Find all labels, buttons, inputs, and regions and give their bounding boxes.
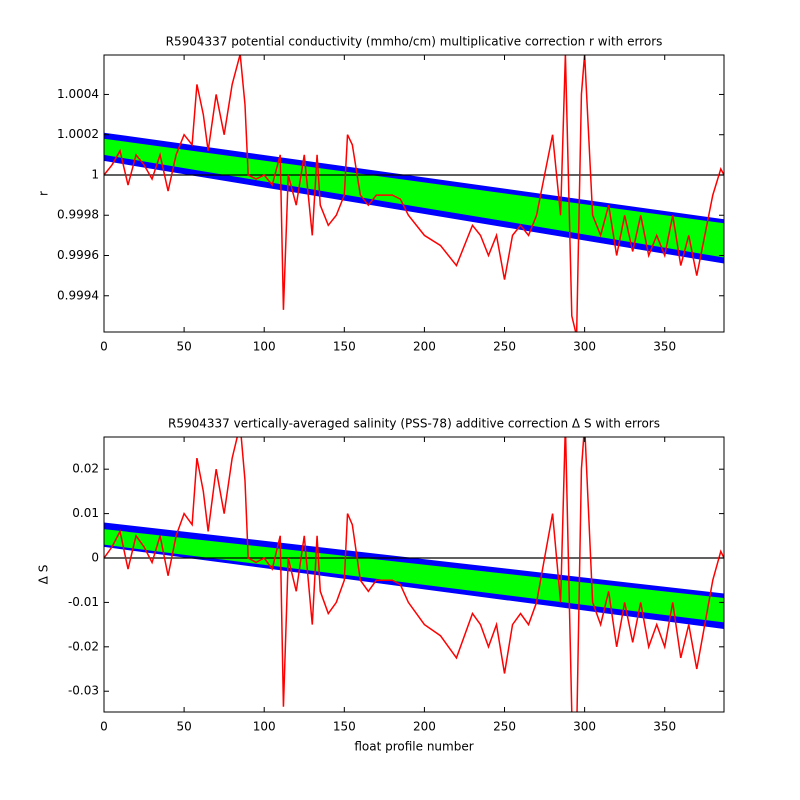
y-tick-label: 0.02 [72,462,99,476]
y-tick-label: -0.01 [68,595,99,609]
y-tick-label: -0.02 [68,639,99,653]
x-axis-label: float profile number [354,740,473,754]
plot-area [104,437,724,712]
x-tick-label: 100 [253,720,276,734]
x-tick-label: 300 [573,340,596,354]
plot-area [104,55,724,332]
x-tick-label: 100 [253,340,276,354]
x-tick-label: 300 [573,720,596,734]
axes-frame [103,54,725,333]
chart-title: R5904337 potential conductivity (mmho/cm… [166,35,663,49]
x-tick-label: 150 [333,720,356,734]
data-line [104,437,724,712]
x-tick-label: 250 [493,720,516,734]
chart-title: R5904337 vertically-averaged salinity (P… [168,417,660,431]
axes-frame [103,436,725,713]
y-tick-label: 1 [91,167,99,181]
x-tick-label: 50 [176,340,191,354]
x-tick-label: 50 [176,720,191,734]
y-tick-label: 0.01 [72,506,99,520]
y-tick-label: 1.0002 [57,127,99,141]
y-tick-label: 0.9996 [57,248,99,262]
y-tick-label: -0.03 [68,684,99,698]
x-tick-label: 250 [493,340,516,354]
y-tick-label: 1.0004 [57,87,99,101]
x-tick-label: 0 [100,720,108,734]
x-tick-label: 150 [333,340,356,354]
x-tick-label: 350 [653,340,676,354]
x-tick-label: 0 [100,340,108,354]
data-line [104,55,724,332]
x-tick-label: 350 [653,720,676,734]
y-tick-label: 0.9994 [57,288,99,302]
y-axis-label: Δ S [37,565,51,585]
x-tick-label: 200 [413,340,436,354]
y-tick-label: 0.9998 [57,208,99,222]
y-tick-label: 0 [91,551,99,565]
x-tick-label: 200 [413,720,436,734]
y-axis-label: r [37,191,51,196]
